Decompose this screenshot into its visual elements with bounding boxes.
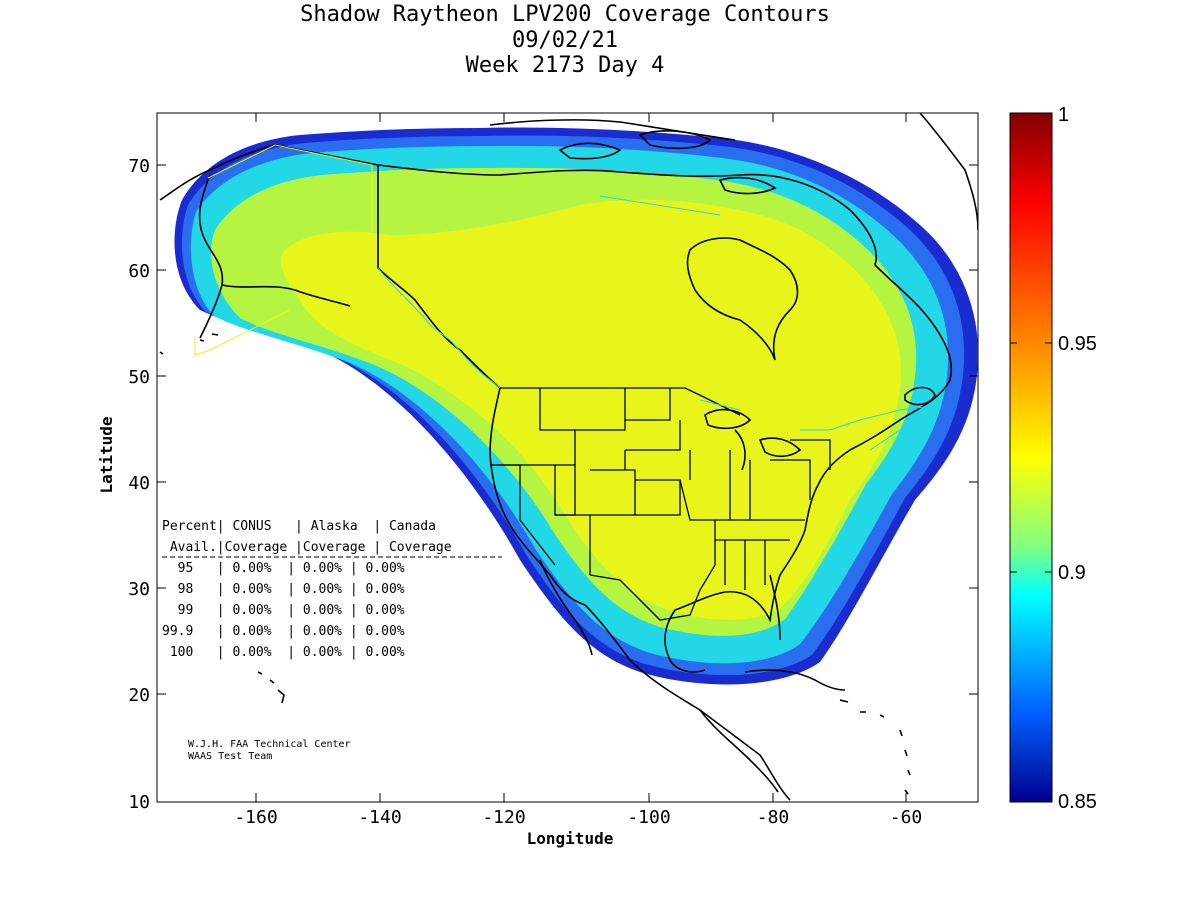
credit-line-2: WAAS Test Team bbox=[188, 751, 272, 762]
coverage-table: Percent| CONUS | Alaska | Canada Avail.|… bbox=[162, 519, 502, 660]
y-tick-label: 10 bbox=[128, 792, 150, 813]
colorbar-label: 0.9 bbox=[1058, 562, 1086, 584]
coverage-band-core bbox=[280, 199, 901, 620]
y-tick-label: 20 bbox=[128, 685, 150, 706]
table-row: 95 | 0.00% | 0.00% | 0.00% bbox=[162, 561, 405, 576]
x-tick-label: -100 bbox=[627, 807, 670, 828]
y-ticks bbox=[157, 164, 978, 695]
x-tick-label: -80 bbox=[757, 807, 790, 828]
table-header-1: Percent| CONUS | Alaska | Canada bbox=[162, 519, 436, 534]
colorbar bbox=[1009, 112, 1053, 803]
table-row: 100 | 0.00% | 0.00% | 0.00% bbox=[162, 645, 405, 660]
y-axis-label: Latitude bbox=[97, 416, 116, 493]
x-tick-label: -60 bbox=[890, 807, 923, 828]
colorbar-label: 0.85 bbox=[1058, 791, 1097, 813]
chart-week: Week 2173 Day 4 bbox=[465, 53, 665, 78]
colorbar-ticks bbox=[1010, 342, 1052, 573]
coverage-contours bbox=[174, 127, 978, 685]
chart-title: Shadow Raytheon LPV200 Coverage Contours bbox=[300, 2, 830, 27]
region-outlines bbox=[194, 144, 941, 451]
x-tick-label: -140 bbox=[358, 807, 401, 828]
x-tick-label: -120 bbox=[482, 807, 525, 828]
x-axis-label: Longitude bbox=[527, 829, 614, 848]
x-ticks bbox=[255, 113, 907, 802]
coastlines bbox=[159, 113, 978, 801]
colorbar-label: 0.95 bbox=[1058, 333, 1097, 355]
table-row: 99.9 | 0.00% | 0.00% | 0.00% bbox=[162, 624, 405, 639]
y-tick-label: 40 bbox=[128, 473, 150, 494]
y-tick-label: 60 bbox=[128, 261, 150, 282]
table-header-2: Avail.|Coverage |Coverage | Coverage bbox=[162, 540, 452, 555]
credit-line-1: W.J.H. FAA Technical Center bbox=[188, 739, 351, 750]
y-tick-label: 70 bbox=[128, 156, 150, 177]
y-tick-label: 50 bbox=[128, 367, 150, 388]
colorbar-label: 1 bbox=[1058, 104, 1069, 126]
chart-date: 09/02/21 bbox=[512, 28, 618, 53]
state-borders bbox=[490, 387, 831, 621]
table-row: 99 | 0.00% | 0.00% | 0.00% bbox=[162, 603, 405, 618]
x-tick-label: -160 bbox=[234, 807, 277, 828]
table-row: 98 | 0.00% | 0.00% | 0.00% bbox=[162, 582, 405, 597]
y-tick-label: 30 bbox=[128, 579, 150, 600]
